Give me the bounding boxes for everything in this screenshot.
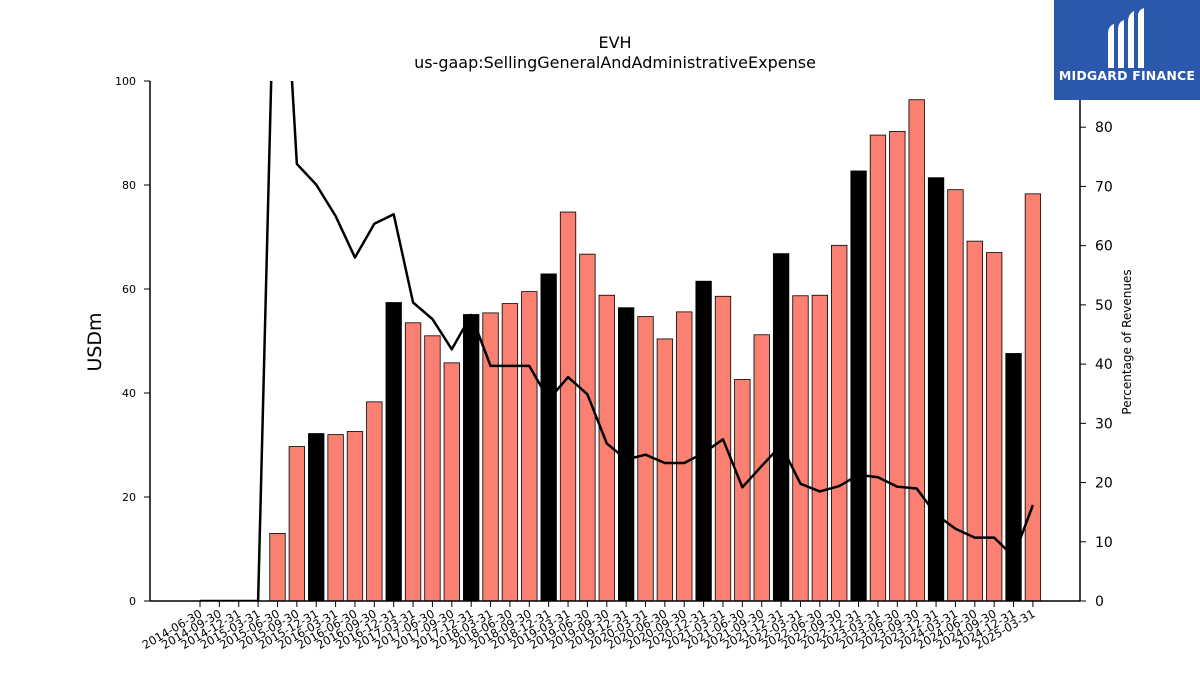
bar-2024-12-31: [1005, 353, 1022, 602]
y-axis-label: USDm: [84, 312, 106, 371]
bar-2022-09-30: [831, 244, 848, 602]
y-tick-label: 80: [122, 179, 136, 192]
bar-2018-09-30: [521, 291, 538, 602]
bar-2021-06-30: [734, 379, 751, 602]
y2-tick-label: 20: [1095, 476, 1113, 492]
logo-text: MIDGARD FINANCE: [1058, 68, 1196, 83]
bar-2017-03-31: [404, 322, 422, 602]
bar-2023-09-30: [908, 99, 925, 602]
bar-2024-06-30: [966, 240, 983, 602]
axes: 020406080100010203040506070802014-06-302…: [115, 75, 1113, 652]
y2-axis-label: Percentage of Revenues: [1120, 269, 1134, 414]
bar-2022-03-31: [792, 295, 809, 602]
bar-2022-06-30: [811, 294, 828, 602]
y2-tick-label: 30: [1095, 416, 1113, 432]
y2-tick-label: 80: [1095, 120, 1113, 136]
bar-2019-03-31: [559, 211, 577, 602]
bar-2024-09-30: [986, 252, 1003, 602]
bar-2023-06-30: [889, 131, 906, 602]
y-tick-label: 60: [122, 283, 136, 296]
y2-tick-label: 40: [1095, 357, 1113, 373]
bar-2020-03-31: [637, 316, 654, 602]
bar-2018-12-31: [540, 273, 557, 602]
y-tick-label: 0: [129, 595, 136, 608]
y2-tick-label: 0: [1095, 594, 1104, 610]
y2-tick-label: 50: [1095, 298, 1113, 314]
midgard-m-logo-icon: [1108, 8, 1144, 68]
bar-2024-03-31: [947, 189, 964, 602]
y-tick-label: 40: [122, 387, 136, 400]
bar-2018-03-31: [482, 312, 499, 602]
bar-2023-12-31: [927, 177, 945, 602]
bar-2016-06-30: [346, 431, 364, 602]
bar-2020-09-30: [676, 311, 693, 602]
bar-2017-09-30: [443, 362, 460, 602]
bar-2021-03-31: [714, 295, 732, 602]
chart-subtitle: us-gaap:SellingGeneralAndAdministrativeE…: [414, 53, 816, 72]
bar-2018-06-30: [501, 303, 519, 602]
bar-2025-03-31: [1024, 193, 1042, 602]
y-tick-label: 100: [115, 75, 136, 88]
bar-2022-12-31: [850, 170, 867, 602]
bar-2015-09-30: [288, 446, 306, 602]
y2-tick-label: 60: [1095, 239, 1113, 255]
y2-tick-label: 70: [1095, 179, 1113, 195]
bar-2016-03-31: [327, 434, 344, 602]
bar-2016-09-30: [366, 401, 383, 602]
bar-series: [269, 99, 1042, 602]
bar-2017-12-31: [463, 314, 480, 602]
percentage-line: [200, 81, 1035, 601]
bar-2019-06-30: [579, 253, 596, 602]
midgard-finance-logo: MIDGARD FINANCE: [1054, 0, 1200, 100]
y2-tick-label: 10: [1095, 535, 1113, 551]
bar-2023-03-31: [869, 134, 887, 602]
bar-2021-12-31: [772, 253, 790, 602]
bar-2020-06-30: [656, 338, 674, 602]
bar-2016-12-31: [385, 302, 402, 602]
bar-2020-12-31: [695, 280, 712, 602]
y-tick-label: 20: [122, 491, 136, 504]
line-series: [200, 81, 1035, 601]
bar-2015-06-30: [269, 533, 286, 602]
bar-2021-09-30: [753, 334, 770, 602]
bar-2015-12-31: [308, 433, 325, 602]
bar-2017-06-30: [424, 335, 441, 602]
chart-title: EVH: [598, 33, 631, 52]
